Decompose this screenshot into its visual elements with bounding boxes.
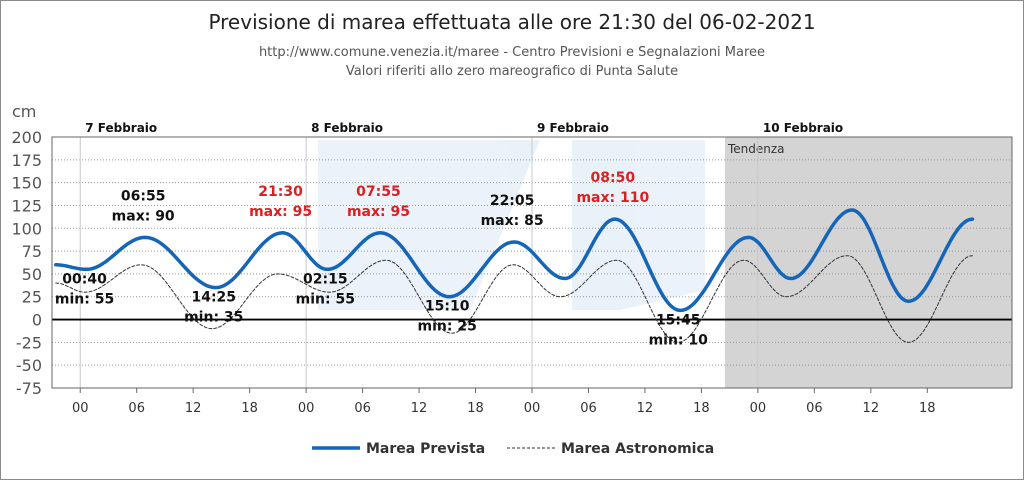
x-tick-label: 00 (72, 401, 89, 416)
day-label: 10 Febbraio (763, 121, 843, 135)
annotation-value: max: 85 (481, 213, 544, 229)
x-tick-label: 06 (354, 401, 371, 416)
annotation-time: 06:55 (121, 188, 166, 204)
legend-label-astronomica: Marea Astronomica (561, 441, 714, 457)
annotation-time: 21:30 (258, 184, 303, 200)
annotation-time: 15:10 (425, 299, 470, 315)
x-tick-label: 12 (637, 401, 654, 416)
annotation-value: max: 95 (347, 204, 410, 220)
annotation-value: max: 90 (112, 208, 175, 224)
y-tick-label: 75 (22, 242, 42, 261)
trend-zone (724, 137, 1012, 388)
day-label: 7 Febbraio (85, 121, 157, 135)
x-tick-label: 18 (241, 401, 258, 416)
x-tick-label: 12 (185, 401, 202, 416)
x-tick-label: 12 (411, 401, 428, 416)
x-tick-label: 06 (806, 401, 823, 416)
annotation-time: 02:15 (303, 271, 348, 287)
y-tick-label: 125 (11, 196, 42, 215)
y-axis-unit-label: cm (12, 102, 36, 121)
y-tick-label: 175 (11, 151, 42, 170)
series-marea-astronomica (55, 255, 973, 343)
annotation-time: 14:25 (191, 290, 236, 306)
y-tick-label: -25 (16, 333, 42, 352)
annotation-value: min: 25 (418, 319, 477, 335)
annotation-value: max: 95 (249, 204, 312, 220)
chart-title: Previsione di marea effettuata alle ore … (208, 10, 815, 34)
x-tick-label: 00 (524, 401, 541, 416)
x-tick-label: 12 (863, 401, 880, 416)
y-tick-label: 200 (11, 128, 42, 147)
chart-subtitle-reference: Valori riferiti allo zero mareografico d… (346, 64, 678, 79)
x-tick-label: 18 (919, 401, 936, 416)
legend-label-prevista: Marea Prevista (366, 441, 485, 457)
x-tick-label: 00 (750, 401, 767, 416)
day-label: 8 Febbraio (311, 121, 383, 135)
y-tick-label: 100 (11, 219, 42, 238)
y-tick-label: -75 (16, 379, 42, 398)
y-tick-label: 25 (22, 288, 42, 307)
y-tick-label: 0 (32, 311, 42, 330)
annotation-value: min: 35 (184, 310, 243, 326)
trend-zone-label: Tendenza (727, 142, 785, 156)
x-tick-label: 00 (298, 401, 315, 416)
x-tick-label: 18 (693, 401, 710, 416)
chart-subtitle-source: http://www.comune.venezia.it/maree - Cen… (259, 45, 765, 60)
day-label: 9 Febbraio (537, 121, 609, 135)
x-tick-label: 06 (580, 401, 597, 416)
annotation-time: 22:05 (490, 193, 535, 209)
y-tick-label: -50 (16, 356, 42, 375)
annotation-time: 07:55 (356, 184, 401, 200)
annotation-time: 15:45 (656, 312, 701, 328)
series-marea-prevista (54, 208, 975, 313)
y-tick-label: 150 (11, 174, 42, 193)
x-tick-label: 06 (128, 401, 145, 416)
annotation-value: min: 10 (649, 332, 709, 348)
y-tick-label: 50 (22, 265, 42, 284)
annotation-value: max: 110 (576, 190, 649, 206)
annotation-value: min: 55 (55, 291, 114, 307)
x-tick-label: 18 (467, 401, 484, 416)
annotation-value: min: 55 (296, 291, 355, 307)
annotation-time: 00:40 (62, 271, 107, 287)
annotation-time: 08:50 (591, 170, 636, 186)
